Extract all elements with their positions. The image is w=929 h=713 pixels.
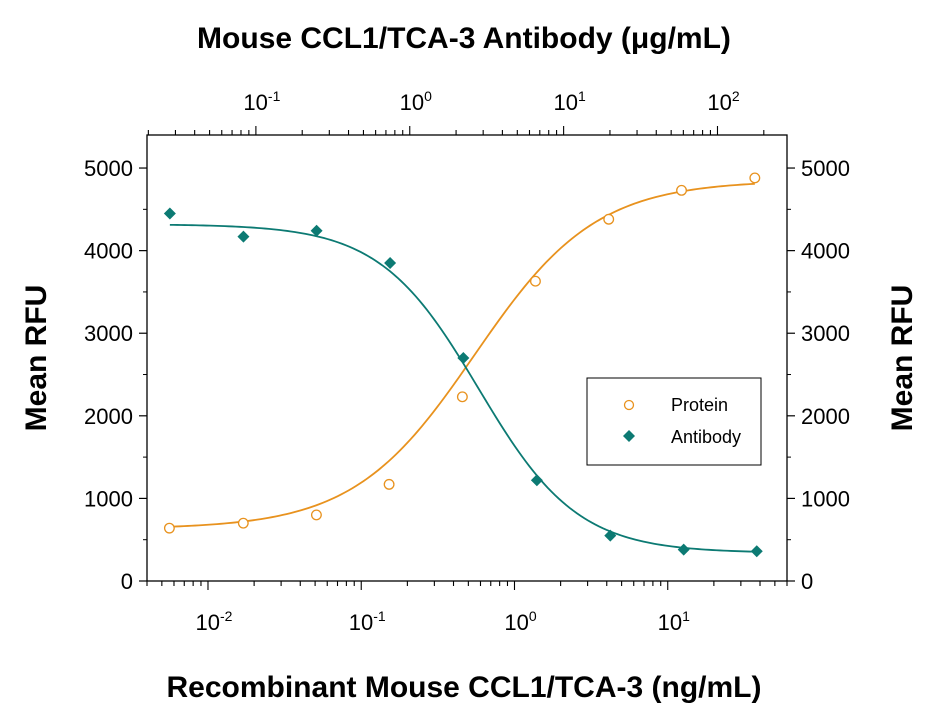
plot-area <box>163 172 763 558</box>
tick-exponent: -2 <box>220 608 233 624</box>
x-bottom-tick-label: 10-1 <box>349 608 386 635</box>
y-left-tick-label: 2000 <box>84 404 133 429</box>
legend-protein-marker <box>623 399 635 411</box>
x-axis-label: Recombinant Mouse CCL1/TCA-3 (ng/mL) <box>166 671 761 704</box>
x-top-tick-label: 100 <box>400 88 432 115</box>
x-bottom-tick-label: 10-2 <box>196 608 233 635</box>
antibody-data-point <box>237 230 250 243</box>
tick-base: 10 <box>243 90 267 115</box>
antibody-data-point <box>530 474 543 487</box>
legend-antibody-label: Antibody <box>671 427 741 447</box>
y-right-tick-label: 2000 <box>801 404 850 429</box>
tick-base: 10 <box>400 90 424 115</box>
y-right-tick-label: 0 <box>801 569 813 594</box>
y-right-tick-label: 3000 <box>801 321 850 346</box>
tick-exponent: 0 <box>529 608 537 624</box>
protein-data-point <box>676 184 687 196</box>
protein-data-point <box>310 509 322 521</box>
tick-exponent: 1 <box>682 608 690 624</box>
tick-base: 10 <box>349 610 373 635</box>
tick-exponent: 2 <box>732 88 740 104</box>
x-bottom-tick-label: 101 <box>658 608 690 635</box>
y-left-tick-label: 1000 <box>84 486 133 511</box>
x-top-tick-label: 10-1 <box>243 88 280 115</box>
tick-exponent: 0 <box>424 88 432 104</box>
legend-protein-label: Protein <box>671 395 728 415</box>
y-right-tick-label: 5000 <box>801 156 850 181</box>
legend: Protein Antibody <box>586 377 762 466</box>
y-right-tick-label: 4000 <box>801 239 850 264</box>
fit-curve-protein <box>169 182 755 528</box>
y-axis-label-right: Mean RFU <box>886 285 919 432</box>
y-left-tick-label: 4000 <box>84 239 133 264</box>
antibody-data-point <box>310 224 323 237</box>
antibody-data-point <box>384 257 397 270</box>
y-left-tick-label: 3000 <box>84 321 133 346</box>
protein-data-point <box>163 522 175 534</box>
y-left-tick-label: 5000 <box>84 156 133 181</box>
plot-frame <box>146 134 788 582</box>
antibody-data-point <box>163 207 176 220</box>
protein-data-point <box>456 391 468 403</box>
tick-exponent: -1 <box>268 88 281 104</box>
x-top-tick-label: 102 <box>707 88 739 115</box>
tick-base: 10 <box>196 610 220 635</box>
tick-base: 10 <box>504 610 528 635</box>
tick-exponent: 1 <box>578 88 586 104</box>
protein-data-point <box>529 275 541 287</box>
y-left-tick-label: 0 <box>121 569 133 594</box>
protein-data-point <box>383 478 395 490</box>
tick-base: 10 <box>553 90 577 115</box>
protein-data-point <box>603 213 615 225</box>
protein-data-point <box>237 517 249 529</box>
antibody-data-point <box>750 545 763 558</box>
y-right-tick-label: 1000 <box>801 486 850 511</box>
antibody-data-point <box>457 352 470 364</box>
x-bottom-tick-label: 100 <box>504 608 536 635</box>
antibody-data-point <box>604 529 617 542</box>
x-top-tick-label: 101 <box>553 88 585 115</box>
tick-base: 10 <box>707 90 731 115</box>
antibody-data-point <box>677 543 690 556</box>
legend-box <box>586 377 762 466</box>
tick-base: 10 <box>658 610 682 635</box>
tick-exponent: -1 <box>373 608 386 624</box>
chart-title: Mouse CCL1/TCA-3 Antibody (μg/mL) <box>197 22 731 55</box>
protein-data-point <box>749 172 761 184</box>
legend-antibody-marker <box>623 430 635 442</box>
y-axis-label-left: Mean RFU <box>20 285 53 432</box>
